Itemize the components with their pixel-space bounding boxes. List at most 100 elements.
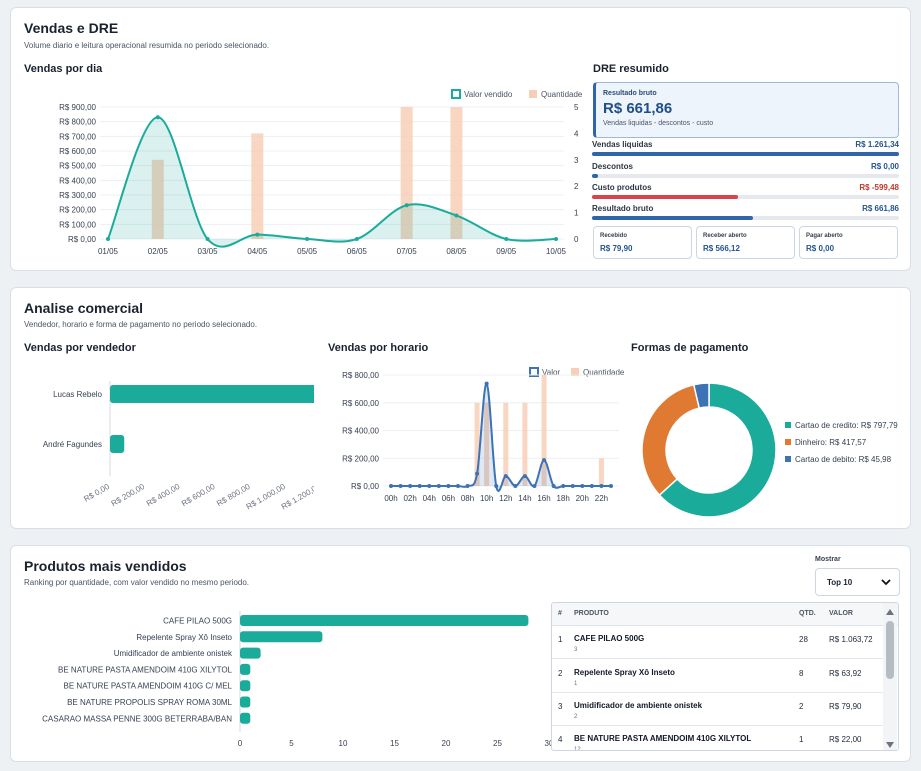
- bar[interactable]: [240, 631, 323, 643]
- pie-slice-cartao-de-credito[interactable]: [658, 382, 777, 518]
- value-point[interactable]: [389, 484, 393, 488]
- value-point[interactable]: [580, 484, 585, 488]
- quantity-bar[interactable]: [474, 402, 480, 486]
- bar[interactable]: [110, 385, 314, 403]
- value-point[interactable]: [205, 237, 210, 241]
- value-point[interactable]: [609, 484, 613, 488]
- top-n-select[interactable]: Top 10: [815, 568, 900, 596]
- bar[interactable]: [240, 680, 251, 692]
- legend-swatch-quantidade[interactable]: [529, 90, 537, 98]
- table-row[interactable]: 4 BE NATURE PASTA AMENDOIM 410G XILYTOL …: [552, 726, 885, 750]
- value-point[interactable]: [570, 484, 575, 488]
- table-header: # PRODUTO QTD. VALOR: [552, 603, 898, 626]
- value-point[interactable]: [446, 484, 451, 488]
- value-point[interactable]: [532, 484, 537, 488]
- dre-row-label: Custo produtos: [592, 183, 652, 192]
- value-point[interactable]: [503, 474, 508, 479]
- card-title: Produtos mais vendidos: [24, 558, 187, 574]
- mini-card-received: Recebido R$ 79,90: [593, 226, 692, 259]
- dre-row-track: [592, 195, 899, 199]
- value-point[interactable]: [513, 484, 518, 488]
- value-point[interactable]: [554, 237, 558, 241]
- quantity-bar[interactable]: [503, 402, 509, 486]
- value-point[interactable]: [305, 237, 310, 241]
- legend-swatch-valor[interactable]: [529, 367, 539, 377]
- dre-row-value: R$ -599,48: [859, 183, 899, 192]
- legend-label[interactable]: Cartao de credito: R$ 797,79: [795, 421, 898, 430]
- bar[interactable]: [240, 615, 529, 626]
- table-row[interactable]: 1 CAFE PILAO 500G 3 28 R$ 1.063,72: [552, 626, 885, 659]
- scroll-thumb[interactable]: [886, 621, 894, 679]
- mini-value: R$ 566,12: [703, 244, 740, 253]
- card-subtitle: Ranking por quantidade, com valor vendid…: [24, 578, 250, 587]
- value-point[interactable]: [504, 237, 509, 241]
- bar[interactable]: [240, 696, 251, 708]
- value-point[interactable]: [589, 484, 594, 488]
- legend-swatch[interactable]: [785, 439, 791, 445]
- value-point[interactable]: [455, 484, 460, 488]
- legend-label[interactable]: Quantidade: [583, 368, 625, 377]
- value-point[interactable]: [454, 213, 459, 218]
- mini-value: R$ 79,90: [600, 244, 633, 253]
- value-point[interactable]: [475, 471, 480, 476]
- value-point[interactable]: [542, 458, 547, 463]
- value-point[interactable]: [155, 115, 160, 120]
- bar[interactable]: [240, 647, 261, 659]
- legend-swatch-quantidade[interactable]: [571, 368, 579, 376]
- quantity-bar[interactable]: [598, 458, 604, 486]
- value-point[interactable]: [427, 484, 432, 488]
- value-point[interactable]: [484, 381, 489, 386]
- bar[interactable]: [110, 435, 125, 453]
- pie-slice-dinheiro[interactable]: [641, 383, 701, 497]
- x-tick-label: 08h: [461, 494, 474, 503]
- quantity-bar[interactable]: [151, 159, 164, 239]
- bar[interactable]: [240, 712, 251, 724]
- legend-swatch[interactable]: [785, 456, 791, 462]
- x-tick-label: R$ 1.200,00: [280, 482, 314, 512]
- scroll-up-icon[interactable]: [886, 609, 894, 615]
- legend-label[interactable]: Valor vendido: [464, 90, 513, 99]
- x-tick-label: 20: [442, 739, 451, 748]
- row-ref: 1: [574, 681, 578, 687]
- quantity-bar[interactable]: [541, 375, 547, 486]
- category-label: CAFE PILAO 500G: [163, 617, 232, 626]
- quantity-bar[interactable]: [484, 402, 490, 486]
- value-point[interactable]: [465, 484, 470, 488]
- dre-highlight-note: Vendas liquidas - descontos - custo: [603, 120, 714, 127]
- value-point[interactable]: [354, 237, 359, 241]
- value-point[interactable]: [561, 484, 566, 488]
- value-point[interactable]: [494, 484, 499, 488]
- table-row[interactable]: 3 Umidificador de ambiente onistek 2 2 R…: [552, 693, 885, 726]
- dre-highlight: Resultado bruto R$ 661,86 Vendas liquida…: [593, 82, 899, 138]
- legend-swatch-valor-vendido[interactable]: [451, 89, 461, 99]
- pie-slice-cartao-de-debito[interactable]: [692, 382, 710, 410]
- x-tick-label: 15: [390, 739, 399, 748]
- value-point[interactable]: [551, 484, 556, 488]
- quantity-bar[interactable]: [251, 133, 264, 239]
- x-tick-label: 5: [289, 739, 294, 748]
- quantity-bar[interactable]: [522, 402, 528, 486]
- value-point[interactable]: [522, 474, 527, 479]
- value-point[interactable]: [408, 484, 413, 488]
- value-point[interactable]: [106, 237, 110, 241]
- value-point[interactable]: [398, 484, 403, 488]
- row-product: Repelente Spray Xô Inseto: [574, 668, 675, 677]
- scroll-down-icon[interactable]: [886, 742, 894, 748]
- table-scrollbar[interactable]: [883, 603, 897, 750]
- value-point[interactable]: [404, 203, 409, 208]
- x-tick-label: 09/05: [496, 247, 517, 256]
- value-point[interactable]: [436, 484, 441, 488]
- legend-label[interactable]: Quantidade: [541, 90, 583, 99]
- table-row[interactable]: 2 Repelente Spray Xô Inseto 1 8 R$ 63,92: [552, 660, 885, 693]
- value-point[interactable]: [599, 484, 604, 488]
- row-ref: 3: [574, 647, 578, 653]
- legend-label[interactable]: Cartao de debito: R$ 45,98: [795, 455, 892, 464]
- quantity-bar[interactable]: [450, 107, 463, 239]
- legend-swatch[interactable]: [785, 422, 791, 428]
- legend-label[interactable]: Dinheiro: R$ 417,57: [795, 438, 867, 447]
- value-point[interactable]: [255, 232, 260, 237]
- value-point[interactable]: [417, 484, 422, 488]
- bar[interactable]: [240, 663, 251, 675]
- legend-label[interactable]: Valor: [542, 368, 560, 377]
- mini-value: R$ 0,00: [806, 244, 835, 253]
